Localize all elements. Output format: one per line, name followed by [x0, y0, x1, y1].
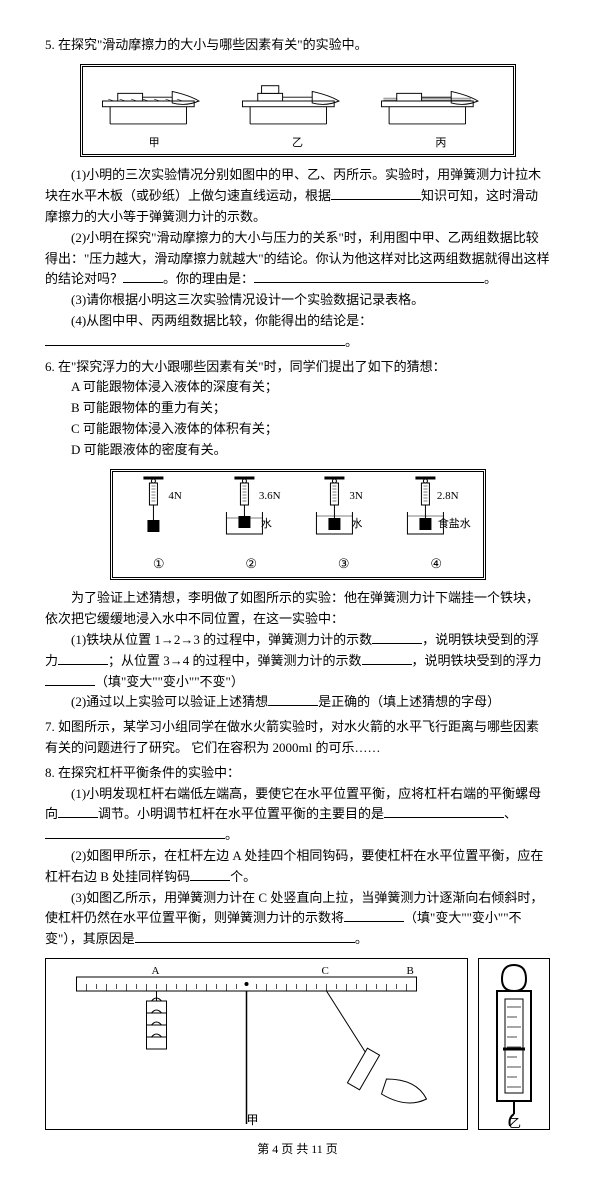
q5-p2-2: 。你的理由是： [163, 271, 254, 286]
q5-label-b: 乙 [292, 135, 303, 153]
q6-r2: 3.6N [259, 488, 281, 506]
q6-blank3[interactable] [362, 664, 412, 665]
q6-p2: (1)铁块从位置 1→2→3 的过程中，弹簧测力计的示数 ，说明铁块受到的浮力 ；从… [45, 630, 550, 692]
q5-fig-b [231, 73, 365, 129]
q5-blank2[interactable] [123, 282, 163, 283]
page-footer: 第 4 页 共 11 页 [45, 1140, 550, 1159]
q5-heading: 5. 在探究"滑动摩擦力的大小与哪些因素有关"的实验中。 [45, 35, 550, 56]
q5-figure: 甲 乙 丙 [80, 64, 516, 158]
q6-l4: 食盐水 [438, 516, 471, 534]
q6-p2-4: ，说明铁块受到的浮力 [412, 653, 542, 668]
q6-blank1[interactable] [372, 643, 422, 644]
q8-p1-2: 调节。小明调节杠杆在水平位置平衡的主要目的是 [98, 806, 384, 821]
q5-p1: (1)小明的三次实验情况分别如图中的甲、乙、丙所示。实验时，用弹簧测力计拉木块在… [45, 165, 550, 227]
q6-r4: 2.8N [437, 488, 459, 506]
q6-heading: 6. 在"探究浮力的大小跟哪些因素有关"时，同学们提出了如下的猜想： [45, 357, 550, 378]
q5-p2-3: 。 [484, 271, 497, 286]
q8-blank2[interactable] [384, 817, 504, 818]
q6-p3: (2)通过以上实验可以验证上述猜想 是正确的（填上述猜想的字母） [45, 692, 550, 713]
q6-b1: 4N [118, 476, 205, 554]
q8-p2-1: (2)如图甲所示，在杠杆左边 A 处挂四个相同钩码，要使杠杆在水平位置平衡，应在… [45, 848, 543, 884]
q6-b4: 2.8N 食盐水 [390, 476, 477, 554]
q6-l3: 水 [351, 516, 362, 534]
q6-gD: D 可能跟液体的密度有关。 [45, 440, 550, 461]
q6-gB: B 可能跟物体的重力有关； [45, 398, 550, 419]
q8-p3-3: 。 [355, 931, 368, 946]
q5-p2: (2)小明在探究"滑动摩擦力的大小与压力的关系"时，利用图中甲、乙两组数据比较得… [45, 228, 550, 290]
q5-fig-c [370, 73, 504, 129]
q6-b2: 3.6N 水 [209, 476, 296, 554]
q8-p2-2: 个。 [230, 869, 256, 884]
q6-n2: ② [245, 554, 257, 575]
q5-blank3[interactable] [254, 282, 484, 283]
q8-p1-3: 、 [504, 806, 517, 821]
q5-fig-a [91, 73, 225, 129]
q6-p3-1: (2)通过以上实验可以验证上述猜想 [71, 694, 268, 709]
q5-p4: (4)从图中甲、丙两组数据比较，你能得出的结论是： 。 [45, 311, 550, 353]
q8-heading: 8. 在探究杠杆平衡条件的实验中： [45, 763, 550, 784]
q6-n4: ④ [430, 554, 442, 575]
svg-text:B: B [407, 965, 414, 977]
q6-n3: ③ [338, 554, 350, 575]
q7: 7. 如图所示，某学习小组同学在做水火箭实验时，对水火箭的水平飞行距离与哪些因素… [45, 717, 550, 759]
q6-n1: ① [153, 554, 165, 575]
q5-blank4[interactable] [45, 345, 345, 346]
q8-figure-scale: 乙 [478, 958, 550, 1130]
q8-p2: (2)如图甲所示，在杠杆左边 A 处挂四个相同钩码，要使杠杆在水平位置平衡，应在… [45, 846, 550, 888]
q5-label-c: 丙 [435, 135, 446, 153]
svg-text:C: C [322, 965, 329, 977]
q6-blank4[interactable] [45, 685, 95, 686]
q5-p4-1: (4)从图中甲、丙两组数据比较，你能得出的结论是： [71, 313, 372, 328]
q8-figure-lever: B A C 甲 [45, 958, 468, 1130]
q8-p3: (3)如图乙所示，用弹簧测力计在 C 处竖直向上拉，当弹簧测力计逐渐向右倾斜时，… [45, 888, 550, 950]
q6-gA: A 可能跟物体浸入液体的深度有关； [45, 377, 550, 398]
q6-p2-1: (1)铁块从位置 1→2→3 的过程中，弹簧测力计的示数 [71, 632, 372, 647]
q6-r3: 3N [349, 488, 362, 506]
q8-p1-4: 。 [225, 827, 238, 842]
q8-blank4[interactable] [190, 880, 230, 881]
q8-blank3[interactable] [45, 838, 225, 839]
q8-blank1[interactable] [58, 817, 98, 818]
q5-p4-2: 。 [345, 334, 358, 349]
q6-p3-2: 是正确的（填上述猜想的字母） [318, 694, 500, 709]
q5-blank1[interactable] [331, 199, 421, 200]
q5-p3: (3)请你根据小明这三次实验情况设计一个实验数据记录表格。 [45, 290, 550, 311]
q6-gC: C 可能跟物体浸入液体的体积有关； [45, 419, 550, 440]
svg-text:乙: 乙 [509, 1116, 521, 1129]
q5-label-a: 甲 [149, 135, 160, 153]
q5-p2-1: (2)小明在探究"滑动摩擦力的大小与压力的关系"时，利用图中甲、乙两组数据比较得… [45, 230, 550, 287]
q6-p1: 为了验证上述猜想，李明做了如图所示的实验：他在弹簧测力计下端挂一个铁块，依次把它… [45, 588, 550, 630]
q6-l2: 水 [261, 516, 272, 534]
q6-r1: 4N [168, 488, 181, 506]
q6-p2-5: （填"变大""变小""不变"） [95, 674, 244, 689]
svg-text:A: A [152, 965, 160, 977]
q6-figure: 4N 3.6N 水 [110, 469, 486, 581]
q8-blank5[interactable] [344, 921, 404, 922]
q8-blank6[interactable] [135, 942, 355, 943]
q8-p1: (1)小明发现杠杆右端低左端高，要使它在水平位置平衡，应将杠杆右端的平衡螺母向调… [45, 784, 550, 846]
q6-blank5[interactable] [268, 705, 318, 706]
svg-text:甲: 甲 [247, 1113, 259, 1127]
q6-b3: 3N 水 [299, 476, 386, 554]
q7-tail: 它们在容积为 2000ml 的可乐…… [191, 740, 380, 755]
q6-p2-3: ；从位置 3→4 的过程中，弹簧测力计的示数 [108, 653, 362, 668]
q6-blank2[interactable] [58, 664, 108, 665]
